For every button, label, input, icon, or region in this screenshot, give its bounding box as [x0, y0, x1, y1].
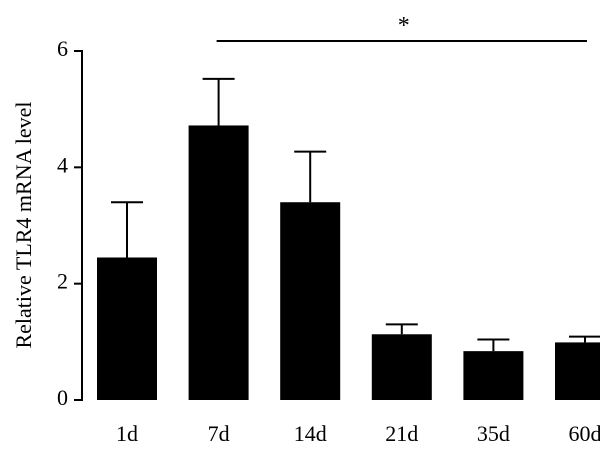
- y-tick-label-2: 2: [57, 269, 68, 294]
- x-tick-label-7d: 7d: [208, 421, 230, 446]
- annotation-layer: *: [216, 13, 587, 42]
- y-tick-label-0: 0: [57, 385, 68, 410]
- bar-35d: [463, 351, 524, 400]
- bars-layer: [97, 125, 600, 400]
- bar-1d: [97, 257, 157, 400]
- error-bars-layer: [111, 77, 600, 352]
- bar-60d: [555, 342, 600, 400]
- bar-14d: [280, 202, 341, 400]
- bar-7d: [188, 125, 249, 400]
- x-tick-label-35d: 35d: [477, 421, 510, 446]
- y-tick-label-4: 4: [57, 152, 68, 177]
- x-tick-label-21d: 21d: [385, 421, 418, 446]
- x-tick-label-14d: 14d: [294, 421, 327, 446]
- y-tick-label-6: 6: [57, 36, 68, 61]
- y-axis-title: Relative TLR4 mRNA level: [11, 101, 36, 348]
- x-tick-label-1d: 1d: [116, 421, 138, 446]
- significance-asterisk: *: [398, 13, 410, 39]
- axes-layer: 0 2 4 6 1d 7d 14d 21d 35d 60d: [57, 36, 600, 446]
- bar-21d: [371, 334, 432, 400]
- x-tick-label-60d: 60d: [569, 421, 600, 446]
